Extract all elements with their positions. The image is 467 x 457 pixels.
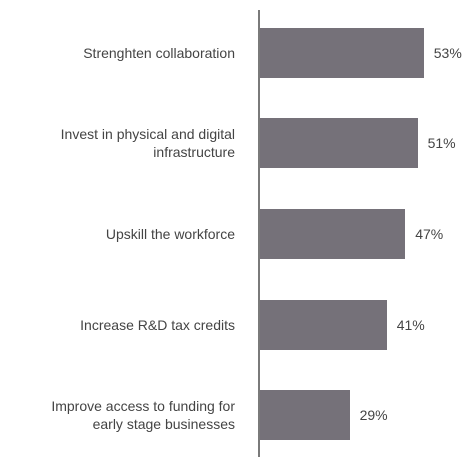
value-label: 51%: [427, 135, 456, 151]
category-label: Increase R&D tax credits: [80, 317, 235, 333]
category-label: Strenghten collaboration: [83, 45, 235, 61]
bar: [260, 28, 424, 78]
value-label: 53%: [433, 45, 462, 61]
axis-line: [258, 10, 260, 457]
value-label: 41%: [396, 317, 425, 333]
category-label: Invest in physical and digital infrastru…: [60, 126, 235, 160]
bar: [260, 118, 418, 168]
category-label: Upskill the workforce: [105, 226, 235, 242]
bar: [260, 209, 406, 259]
value-label: 47%: [415, 226, 444, 242]
value-label: 29%: [359, 407, 388, 423]
category-label: Improve access to funding for early stag…: [51, 398, 235, 432]
bar: [260, 390, 350, 440]
bar: [260, 300, 387, 350]
